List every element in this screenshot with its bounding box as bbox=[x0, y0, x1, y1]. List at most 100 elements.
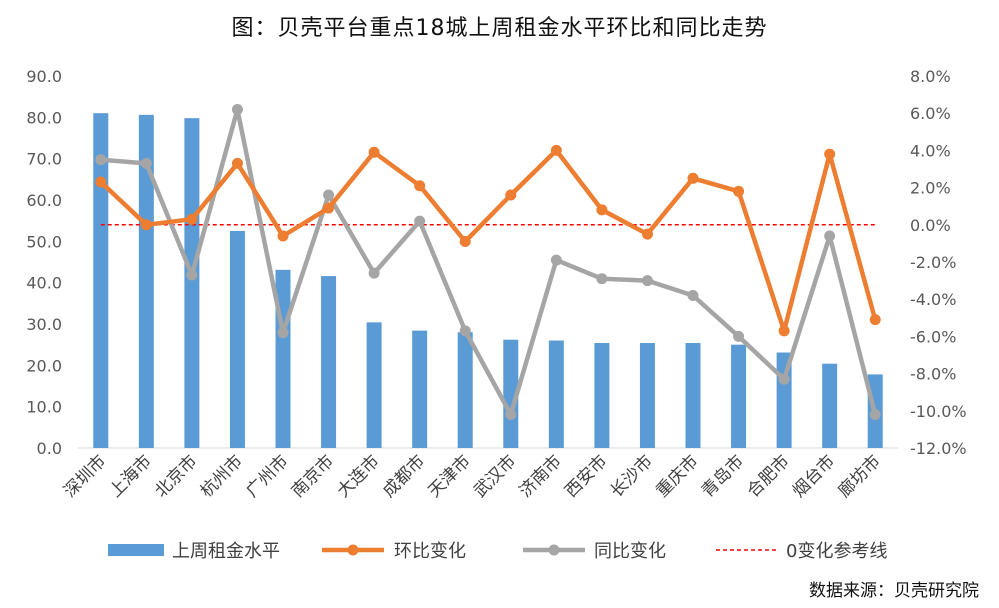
mom-change-point bbox=[140, 219, 152, 231]
bar-rent-level bbox=[366, 322, 382, 448]
right-axis-tick-label: -10.0% bbox=[910, 402, 967, 421]
legend-marker-mom bbox=[347, 544, 359, 556]
mom-change-point bbox=[186, 213, 198, 225]
yoy-change-point bbox=[778, 373, 790, 385]
yoy-change-point bbox=[186, 269, 198, 281]
yoy-change-point bbox=[95, 154, 107, 166]
mom-change-point bbox=[505, 189, 517, 201]
legend-swatch-bar bbox=[108, 544, 164, 556]
yoy-change-point bbox=[641, 275, 653, 287]
category-label: 青岛市 bbox=[698, 451, 748, 501]
bar-rent-level bbox=[685, 343, 701, 448]
bar-rent-level bbox=[639, 343, 655, 448]
left-axis-tick-label: 10.0 bbox=[26, 398, 62, 417]
yoy-change-point bbox=[550, 254, 562, 266]
left-axis-tick-label: 90.0 bbox=[26, 67, 62, 86]
category-label: 西安市 bbox=[561, 451, 611, 501]
right-axis-tick-label: 2.0% bbox=[910, 179, 951, 198]
mom-change-point bbox=[95, 176, 107, 188]
chart-title: 图：贝壳平台重点18城上周租金水平环比和同比走势 bbox=[231, 16, 768, 41]
right-axis-tick-label: -12.0% bbox=[910, 439, 967, 458]
category-label: 合肥市 bbox=[743, 451, 793, 501]
bar-rent-level bbox=[93, 113, 109, 448]
category-label: 深圳市 bbox=[60, 451, 110, 501]
bar-rent-level bbox=[457, 332, 473, 448]
yoy-change-point bbox=[824, 230, 836, 242]
category-label: 烟台市 bbox=[789, 451, 839, 501]
category-label: 杭州市 bbox=[197, 451, 247, 501]
mom-change-point bbox=[368, 146, 380, 158]
bar-rent-level bbox=[594, 343, 610, 448]
right-axis-tick-label: 4.0% bbox=[910, 141, 951, 160]
yoy-change-line bbox=[100, 107, 878, 417]
right-axis-tick-label: -8.0% bbox=[910, 365, 956, 384]
mom-change-point bbox=[231, 157, 243, 169]
left-axis-tick-label: 0.0 bbox=[37, 439, 62, 458]
yoy-change-point bbox=[687, 289, 699, 301]
category-label: 天津市 bbox=[425, 451, 475, 501]
yoy-change-point bbox=[368, 267, 380, 279]
category-label: 成都市 bbox=[379, 451, 429, 501]
legend-label-bar: 上周租金水平 bbox=[172, 541, 280, 562]
mom-change-point bbox=[550, 144, 562, 156]
mom-change-point bbox=[733, 185, 745, 197]
category-label: 北京市 bbox=[151, 451, 201, 501]
left-axis-tick-label: 60.0 bbox=[26, 191, 62, 210]
yoy-change-point bbox=[231, 103, 243, 115]
mom-change-line bbox=[99, 148, 878, 334]
yoy-change-point bbox=[323, 189, 335, 201]
bar-rent-level bbox=[138, 114, 154, 448]
category-label: 武汉市 bbox=[470, 451, 520, 501]
category-label: 长沙市 bbox=[607, 451, 657, 501]
legend-label-mom: 环比变化 bbox=[394, 541, 466, 562]
yoy-change-point bbox=[459, 325, 471, 337]
category-label: 上海市 bbox=[106, 451, 156, 501]
category-label: 廊坊市 bbox=[835, 451, 885, 501]
right-axis-tick-label: -2.0% bbox=[910, 253, 956, 272]
mom-change-point bbox=[869, 314, 881, 326]
mom-change-point bbox=[414, 180, 426, 192]
mom-change-point bbox=[323, 202, 335, 214]
mom-change-point bbox=[277, 230, 289, 242]
bar-rent-level bbox=[731, 344, 747, 448]
mom-change-point bbox=[459, 236, 471, 248]
category-label: 南京市 bbox=[288, 451, 338, 501]
category-label: 重庆市 bbox=[652, 451, 702, 501]
bar-rent-level bbox=[503, 339, 519, 448]
yoy-change-point bbox=[505, 409, 517, 421]
yoy-change-point bbox=[596, 273, 608, 285]
mom-change-point bbox=[687, 172, 699, 184]
yoy-change-point bbox=[414, 215, 426, 227]
bar-rent-level bbox=[229, 231, 245, 448]
bar-rent-level bbox=[184, 118, 200, 448]
left-axis-tick-label: 30.0 bbox=[26, 315, 62, 334]
legend-label-ref: 0变化参考线 bbox=[786, 541, 887, 562]
left-axis-tick-label: 70.0 bbox=[26, 150, 62, 169]
bar-rent-level bbox=[822, 363, 838, 448]
yoy-change-point bbox=[869, 409, 881, 421]
data-source-note: 数据来源：贝壳研究院 bbox=[809, 581, 979, 601]
category-label: 广州市 bbox=[242, 451, 292, 501]
bar-rent-level bbox=[321, 276, 337, 448]
legend-label-yoy: 同比变化 bbox=[594, 541, 666, 562]
right-axis-tick-label: 8.0% bbox=[910, 67, 951, 86]
left-axis-tick-label: 20.0 bbox=[26, 356, 62, 375]
bar-rent-level bbox=[412, 330, 428, 448]
right-axis-tick-label: 0.0% bbox=[910, 216, 951, 235]
yoy-change-point bbox=[733, 330, 745, 342]
right-axis-tick-label: -4.0% bbox=[910, 290, 956, 309]
mom-change-point bbox=[824, 148, 836, 160]
yoy-change-point bbox=[277, 327, 289, 339]
yoy-change-point bbox=[140, 157, 152, 169]
left-axis-tick-label: 40.0 bbox=[26, 274, 62, 293]
legend-marker-yoy bbox=[548, 544, 560, 556]
mom-change-point bbox=[596, 204, 608, 216]
category-label: 大连市 bbox=[333, 451, 383, 501]
mom-change-point bbox=[778, 325, 790, 337]
right-axis-tick-label: 6.0% bbox=[910, 104, 951, 123]
mom-change-point bbox=[641, 228, 653, 240]
category-label: 济南市 bbox=[516, 451, 566, 501]
left-axis-tick-label: 50.0 bbox=[26, 232, 62, 251]
bar-rent-level bbox=[548, 340, 564, 448]
